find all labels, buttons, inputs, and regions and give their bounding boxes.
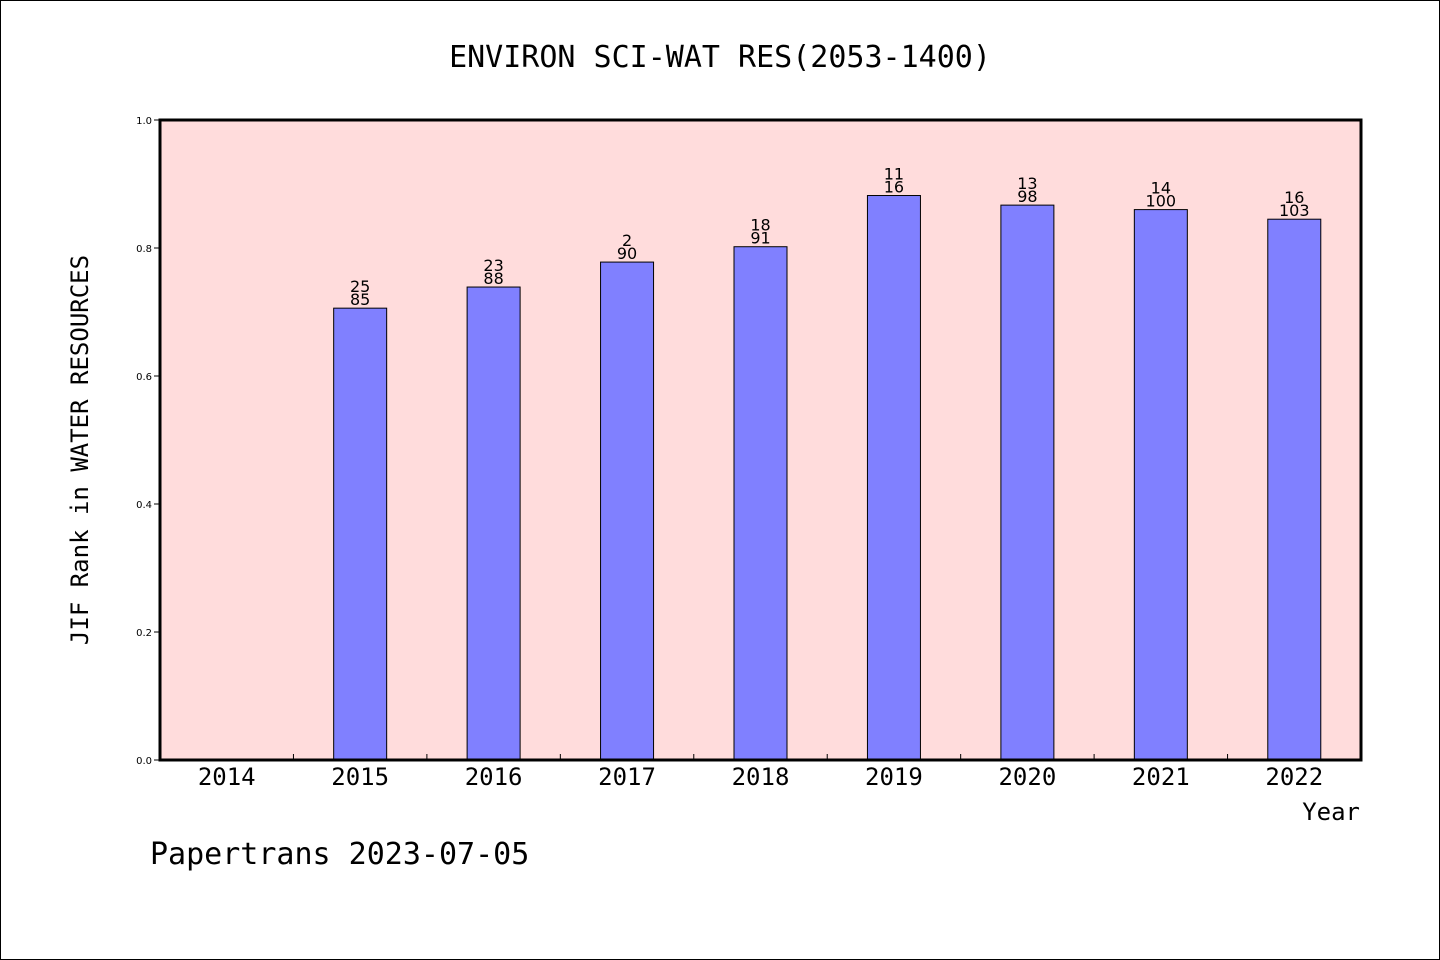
footer-credit: Papertrans 2023-07-05 [150,837,529,872]
plot-border [158,118,1363,762]
bar-2020 [1000,204,1055,761]
bar-label-total-2017: 90 [617,244,637,263]
x-axis-label: Year [1302,798,1360,826]
bar-label-rank-2017: 2 [622,231,632,250]
x-tick-label-2016: 2016 [465,763,523,791]
x-tick-label-2020: 2020 [998,763,1056,791]
x-tick-label-2019: 2019 [865,763,923,791]
bar-label-total-2022: 103 [1279,201,1310,220]
y-tick-label-1: 0.2 [136,628,152,639]
bar-label-rank-2019: 11 [884,165,904,184]
bar-label-total-2020: 98 [1017,187,1037,206]
bar-2021 [1133,209,1188,761]
bar-2022 [1267,218,1322,761]
bar-2019 [866,195,921,761]
bar-label-rank-2016: 23 [483,256,503,275]
y-tick-label-5: 1.0 [136,116,152,127]
bar-label-total-2015: 85 [350,290,370,309]
x-tick-label-2021: 2021 [1132,763,1190,791]
bar-2017 [600,261,655,761]
bar-2015 [333,307,388,761]
y-axis-label: JIF Rank in WATER RESOURCES [66,255,94,645]
x-tick-label-2014: 2014 [198,763,256,791]
bar-label-rank-2018: 18 [750,216,770,235]
bar-label-total-2019: 16 [884,178,904,197]
y-tick-label-4: 0.8 [136,244,152,255]
y-tick-label-0: 0.0 [136,756,152,767]
x-tick-label-2022: 2022 [1265,763,1323,791]
x-tick-label-2015: 2015 [331,763,389,791]
bar-label-total-2021: 100 [1146,192,1177,211]
bar-label-total-2018: 91 [750,229,770,248]
bar-label-total-2016: 88 [483,269,503,288]
y-tick-label-2: 0.4 [136,500,152,511]
bar-label-rank-2021: 14 [1151,179,1171,198]
chart-title: ENVIRON SCI-WAT RES(2053-1400) [449,40,991,75]
bar-2018 [733,246,788,761]
bar-label-rank-2015: 25 [350,277,370,296]
x-tick-label-2017: 2017 [598,763,656,791]
bar-label-rank-2022: 16 [1284,188,1304,207]
x-tick-label-2018: 2018 [732,763,790,791]
bar-2016 [466,286,521,761]
y-tick-label-3: 0.6 [136,372,152,383]
bar-label-rank-2020: 13 [1017,174,1037,193]
